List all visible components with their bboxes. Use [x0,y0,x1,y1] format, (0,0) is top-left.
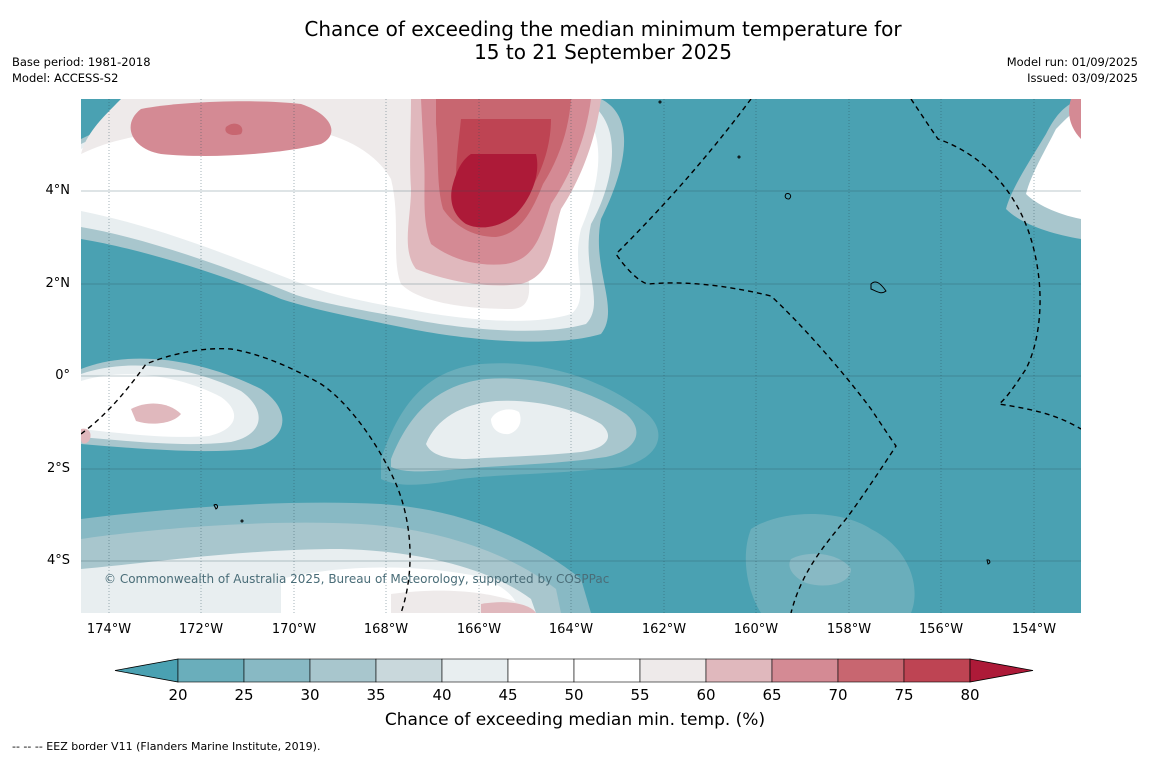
colorbar-segment [903,658,971,683]
cb-tick: 40 [432,686,452,704]
model-run: Model run: 01/09/2025 [1006,55,1138,69]
probability-contours [81,99,1081,613]
colorbar-segments [114,658,1034,683]
colorbar-ticks: 20 25 30 35 40 45 50 55 60 65 70 75 80 [0,686,1150,706]
contour-small-patch [225,123,243,136]
meta-left: Base period: 1981-2018 Model: ACCESS-S2 [12,54,151,86]
cb-tick: 70 [828,686,848,704]
map-title: Chance of exceeding the median minimum t… [0,18,1150,64]
copyright-notice: © Commonwealth of Australia 2025, Bureau… [104,572,610,586]
lat-label-4s: 4°S [46,553,70,568]
cb-tick: 55 [630,686,650,704]
lon-label-172w: 172°W [178,622,224,637]
contour-ne-55 [1026,109,1081,219]
contour-ne-70 [1069,99,1081,139]
contour-west-65 [131,403,181,424]
colorbar-segment [837,658,905,683]
eez-note: -- -- -- EEZ border V11 (Flanders Marine… [12,740,321,753]
lat-label-4n: 4°N [45,183,71,198]
colorbar-segment [441,658,509,683]
colorbar-segment [177,658,245,683]
map-svg [81,99,1081,613]
lat-label-0: 0° [55,368,70,383]
meta-right: Model run: 01/09/2025 Issued: 03/09/2025 [1007,54,1138,86]
cb-tick: 30 [300,686,320,704]
contour-center-55 [491,409,521,435]
latitude-lines [81,190,1081,562]
lon-label-158w: 158°W [826,622,872,637]
colorbar-segment [309,658,377,683]
lon-label-154w: 154°W [1011,622,1057,637]
colorbar-segment [639,658,707,683]
colorbar-label: Chance of exceeding median min. temp. (%… [384,710,766,730]
lon-label-156w: 156°W [918,622,964,637]
colorbar-segment [375,658,443,683]
lon-label-164w: 164°W [548,622,594,637]
cb-tick: 80 [960,686,980,704]
colorbar [114,658,1034,683]
lon-label-170w: 170°W [271,622,317,637]
eez-borders [81,99,1081,613]
cb-tick: 20 [168,686,188,704]
cb-tick: 75 [894,686,914,704]
colorbar-extend-high [969,658,1034,683]
lon-label-160w: 160°W [733,622,779,637]
colorbar-segment [573,658,641,683]
lon-label-166w: 166°W [456,622,502,637]
cb-tick: 50 [564,686,584,704]
lat-label-2s: 2°S [46,461,70,476]
lat-label-2n: 2°N [45,276,71,291]
islands [213,100,991,565]
contour-center-45 [426,400,609,459]
colorbar-segment [705,658,773,683]
model-name: Model: ACCESS-S2 [12,71,119,85]
colorbar-segment [243,658,311,683]
title-line-2: 15 to 21 September 2025 [474,40,732,64]
colorbar-segment [507,658,575,683]
cb-tick: 65 [762,686,782,704]
map-panel [81,99,1081,613]
issued-date: Issued: 03/09/2025 [1027,71,1138,85]
lon-label-174w: 174°W [86,622,132,637]
colorbar-extend-low [114,658,179,683]
colorbar-segment [771,658,839,683]
cb-tick: 35 [366,686,386,704]
cb-tick: 45 [498,686,518,704]
base-period: Base period: 1981-2018 [12,55,151,69]
contour-sw-65 [481,602,536,613]
lon-label-168w: 168°W [363,622,409,637]
lon-label-162w: 162°W [641,622,687,637]
cb-tick: 25 [234,686,254,704]
title-line-1: Chance of exceeding the median minimum t… [304,17,902,41]
cb-tick: 60 [696,686,716,704]
